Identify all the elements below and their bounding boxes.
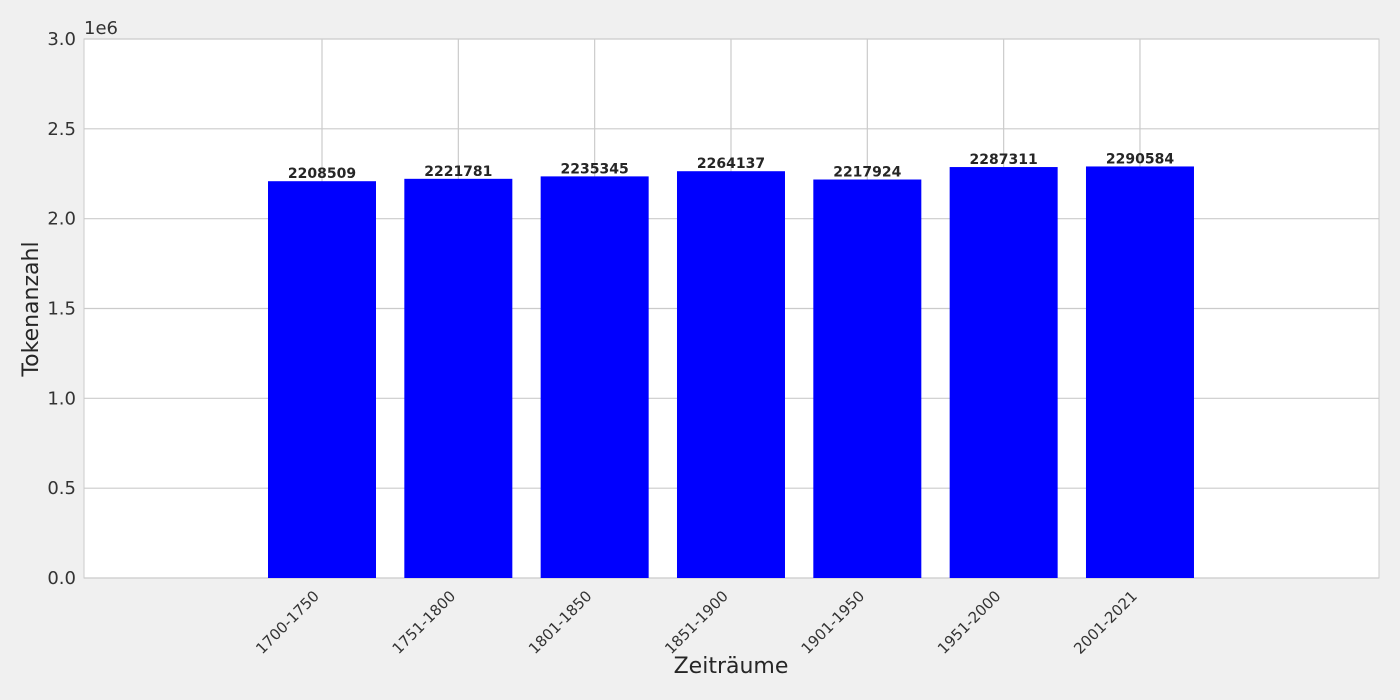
x-tick-label: 2001-2021 [1070,587,1141,658]
bar [404,178,513,578]
bar-value-label: 2208509 [288,166,356,182]
bar [1085,166,1194,578]
y-tick-label: 1.0 [47,388,76,409]
y-tick-label: 2.5 [47,119,76,140]
x-tick-label: 1951-2000 [934,587,1005,658]
x-tick-label: 1700-1750 [252,587,323,658]
y-axis-ticks: 0.0 0.5 1.0 1.5 2.0 2.5 3.0 [47,29,76,589]
bar-value-label: 2217924 [833,165,901,181]
bar-value-label: 2290584 [1106,151,1174,167]
bar [540,176,649,579]
bar [813,179,922,578]
bar-value-label: 2235345 [561,161,629,177]
y-offset-label: 1e6 [84,18,118,39]
x-tick-label: 1851-1900 [661,587,732,658]
bar-value-label: 2287311 [970,152,1038,168]
x-axis-label: Zeiträume [674,654,789,679]
bar [949,167,1058,579]
y-tick-label: 0.5 [47,478,76,499]
bars [268,166,1194,579]
bar-value-label: 2264137 [697,156,765,172]
y-tick-label: 2.0 [47,209,76,230]
bar [268,181,376,579]
x-tick-label: 1801-1850 [525,587,596,658]
x-tick-label: 1751-1800 [389,587,460,658]
data-labels: 2208509 2221781 2235345 2264137 2217924 22873… [288,151,1174,182]
x-tick-label: 1901-1950 [798,587,869,658]
y-tick-label: 0.0 [47,568,76,589]
y-axis-label: Tokenanzahl [19,241,44,377]
bar-value-label: 2221781 [424,164,492,180]
y-tick-label: 3.0 [47,29,76,50]
x-axis-ticks: 1700-1750 1751-1800 1801-1850 1851-1900 1901… [252,587,1141,658]
bar [676,171,785,578]
y-tick-label: 1.5 [47,299,76,320]
